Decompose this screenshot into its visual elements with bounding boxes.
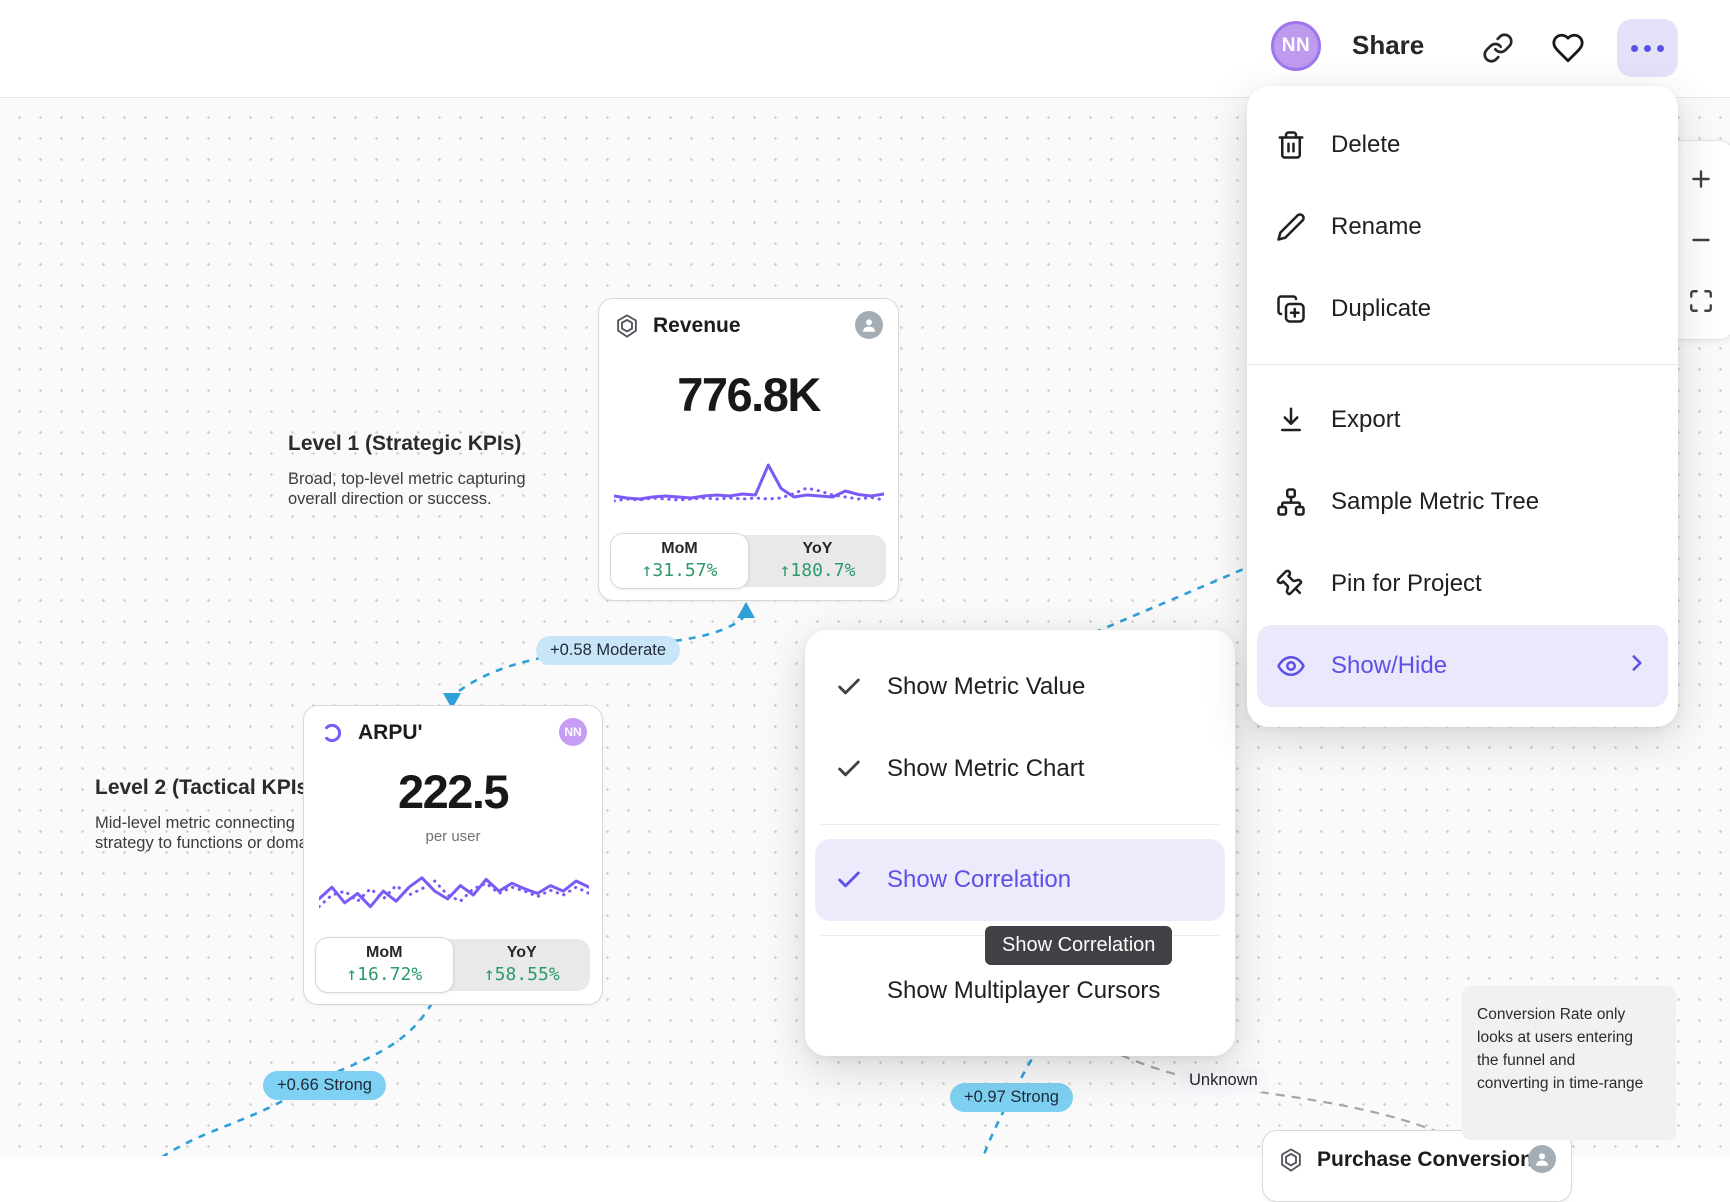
zoom-out-button[interactable]	[1684, 223, 1718, 257]
menu-item-label: Delete	[1331, 131, 1401, 158]
menu-item-show-hide[interactable]: Show/Hide	[1257, 625, 1668, 707]
metric-card-purchase-conversion[interactable]: Purchase Conversion R	[1262, 1130, 1572, 1202]
check-icon	[835, 755, 863, 783]
top-toolbar: NN Share	[0, 0, 1730, 97]
correlation-badge-unknown[interactable]: Unknown	[1178, 1068, 1269, 1093]
more-options-menu: Delete Rename Duplicate Export Sample Me…	[1247, 86, 1678, 727]
mom-label: MoM	[661, 540, 698, 558]
metric-value: 776.8K	[677, 368, 821, 421]
mom-value: ↑31.57%	[641, 559, 718, 581]
menu-item-label: Pin for Project	[1331, 570, 1482, 597]
submenu-item-label: Show Multiplayer Cursors	[887, 977, 1161, 1004]
card-title: ARPU'	[358, 721, 423, 744]
trash-icon	[1275, 129, 1307, 161]
mom-value: ↑16.72%	[346, 963, 423, 985]
menu-item-label: Sample Metric Tree	[1331, 488, 1540, 515]
pencil-icon	[1275, 211, 1307, 243]
canvas-zoom-toolbar	[1668, 140, 1730, 340]
tree-diagram-icon	[1275, 486, 1307, 518]
card-title: Purchase Conversion R	[1317, 1148, 1554, 1171]
hexagon-metric-icon	[1278, 1146, 1306, 1174]
level1-title: Level 1 (Strategic KPIs)	[288, 432, 522, 455]
collaborator-avatar-icon	[855, 311, 883, 339]
correlation-badge-strong-2[interactable]: +0.97 Strong	[950, 1083, 1073, 1112]
share-button[interactable]: Share	[1352, 30, 1425, 60]
menu-divider	[1247, 364, 1678, 365]
menu-item-label: Duplicate	[1331, 295, 1432, 322]
correlation-badge-strong-1[interactable]: +0.66 Strong	[263, 1071, 386, 1100]
level2-title: Level 2 (Tactical KPIs	[95, 776, 309, 799]
mom-tab[interactable]: MoM ↑16.72%	[315, 937, 454, 993]
check-icon	[835, 673, 863, 701]
download-icon	[1275, 404, 1307, 436]
menu-item-rename[interactable]: Rename	[1247, 186, 1678, 268]
level1-body: Broad, top-level metric capturing overal…	[288, 470, 526, 508]
yoy-label: YoY	[802, 540, 833, 558]
menu-item-label: Show/Hide	[1331, 652, 1448, 679]
menu-item-sample-metric-tree[interactable]: Sample Metric Tree	[1247, 461, 1678, 543]
yoy-label: YoY	[506, 944, 537, 962]
arc-metric-icon	[319, 719, 347, 747]
show-hide-submenu: Show Metric Value Show Metric Chart Show…	[805, 630, 1235, 1056]
submenu-item-label: Show Correlation	[887, 866, 1072, 893]
yoy-tab[interactable]: YoY ↑58.55%	[454, 939, 591, 991]
chevron-right-icon	[1624, 650, 1650, 683]
show-correlation-tooltip: Show Correlation	[985, 926, 1173, 965]
metric-unit: per user	[425, 828, 481, 845]
metric-value: 222.5	[397, 765, 510, 818]
correlation-badge-moderate[interactable]: +0.58 Moderate	[536, 636, 681, 665]
eye-icon	[1275, 650, 1307, 682]
copy-link-icon[interactable]	[1478, 28, 1518, 68]
fit-view-button[interactable]	[1684, 284, 1718, 318]
level1-annotation: Level 1 (Strategic KPIs) Broad, top-leve…	[288, 432, 526, 509]
submenu-item-label: Show Metric Chart	[887, 755, 1085, 782]
yoy-value: ↑58.55%	[483, 963, 560, 985]
menu-item-label: Rename	[1331, 213, 1422, 240]
metric-card-arpu[interactable]: ARPU' NN 222.5 per user MoM ↑16.72% YoY …	[303, 705, 603, 1005]
menu-item-label: Export	[1331, 406, 1401, 433]
note-conversion-rate[interactable]: Conversion Rate only looks at users ente…	[1462, 986, 1676, 1140]
level2-annotation: Level 2 (Tactical KPIs Mid-level metric …	[95, 776, 308, 853]
mom-tab[interactable]: MoM ↑31.57%	[610, 533, 749, 589]
user-avatar[interactable]: NN	[1271, 21, 1321, 71]
duplicate-icon	[1275, 293, 1307, 325]
submenu-divider	[821, 824, 1219, 825]
arpu-sparkline-chart	[319, 876, 589, 909]
revenue-sparkline-chart	[614, 463, 884, 503]
check-icon	[835, 866, 863, 894]
yoy-value: ↑180.7%	[779, 559, 856, 581]
more-options-button[interactable]	[1617, 19, 1678, 77]
level2-body: Mid-level metric connecting strategy to …	[95, 814, 308, 852]
mom-label: MoM	[366, 944, 403, 962]
submenu-item-label: Show Metric Value	[887, 673, 1086, 700]
zoom-in-button[interactable]	[1684, 162, 1718, 196]
collaborator-avatar-nn: NN	[559, 718, 587, 746]
submenu-item-show-metric-value[interactable]: Show Metric Value	[805, 646, 1235, 728]
menu-item-pin-for-project[interactable]: Pin for Project	[1247, 543, 1678, 625]
card-title: Revenue	[653, 314, 741, 337]
pushpin-icon	[1275, 568, 1307, 600]
menu-item-export[interactable]: Export	[1247, 379, 1678, 461]
submenu-item-show-metric-chart[interactable]: Show Metric Chart	[805, 728, 1235, 810]
yoy-tab[interactable]: YoY ↑180.7%	[749, 535, 886, 587]
metric-card-revenue[interactable]: Revenue 776.8K MoM ↑31.57% YoY ↑180.7%	[598, 298, 899, 601]
collaborator-avatar-icon	[1528, 1145, 1556, 1173]
hexagon-metric-icon	[614, 312, 642, 340]
menu-item-duplicate[interactable]: Duplicate	[1247, 268, 1678, 350]
menu-item-delete[interactable]: Delete	[1247, 104, 1678, 186]
favorite-heart-icon[interactable]	[1548, 28, 1588, 68]
submenu-item-show-correlation[interactable]: Show Correlation	[815, 839, 1225, 921]
